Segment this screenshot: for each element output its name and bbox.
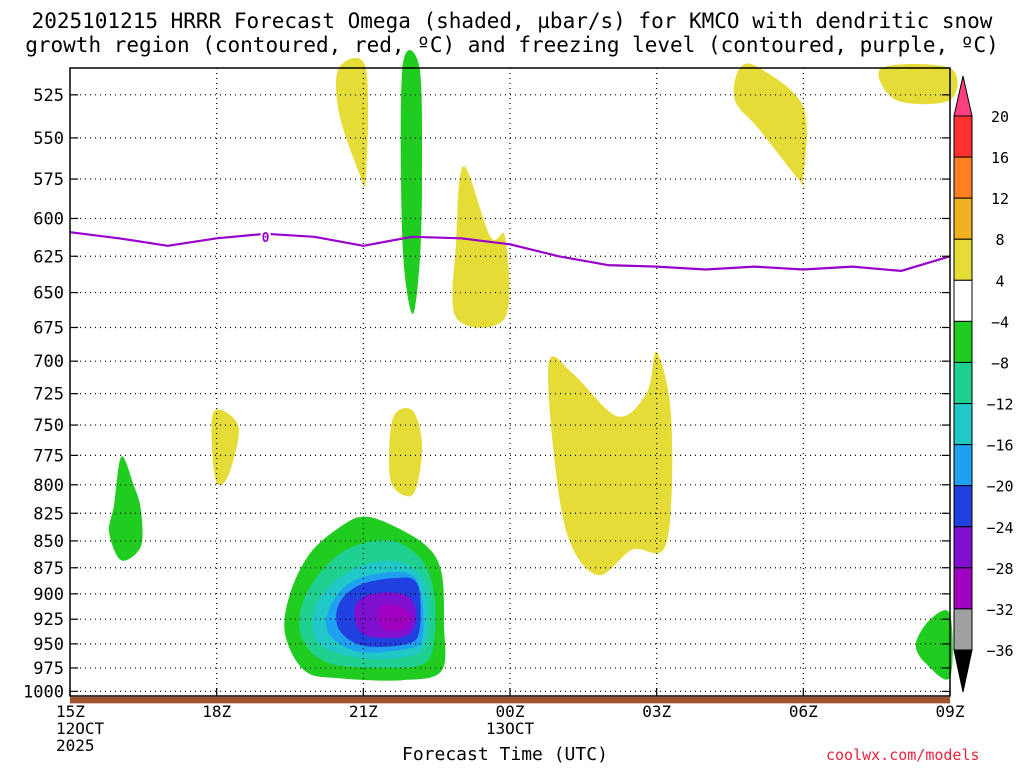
colorbar-label-6: −8 [991,354,1009,372]
y-tick-label-650: 650 [33,284,64,304]
colorbar-label-4: 4 [995,272,1004,290]
x-axis-title: Forecast Time (UTC) [402,744,608,765]
y-tick-label-575: 575 [33,170,64,190]
chart-title-line-1: 2025101215 HRRR Forecast Omega (shaded, … [31,9,993,33]
colorbar-box-10 [953,485,973,528]
y-tick-label-625: 625 [33,247,64,267]
colorbar-label-2: 12 [991,190,1009,208]
x-tick-label-18-0: 09Z [936,702,965,721]
omega-region-16 [377,603,411,632]
x-tick-label-6-0: 21Z [349,702,378,721]
colorbar-box-11 [953,526,973,569]
omega-region-4 [548,351,673,576]
freezing-level-label: 0 [262,231,270,246]
colorbar-label-12: −32 [986,601,1013,619]
surface-bar [70,696,950,704]
colorbar-label-0: 20 [991,108,1009,126]
chart-title-line-2: growth region (contoured, red, ºC) and f… [25,33,999,57]
colorbar-label-10: −24 [986,519,1013,537]
y-tick-label-675: 675 [33,319,64,339]
omega-region-8 [108,456,143,561]
colorbar-box-5 [953,279,973,322]
contour-lines [69,229,951,272]
colorbar-legend: 20 16 12 8 4 −4 −8 −12 −16 −20 −24 −28 −32 −36 [953,75,1014,693]
colorbar-box-2 [953,156,973,199]
x-tick-label-9-0: 00Z [496,702,525,721]
omega-region-5 [211,409,239,486]
y-tick-label-775: 775 [33,446,64,466]
omega-region-1 [878,63,958,105]
omega-region-3 [452,166,510,328]
y-tick-label-550: 550 [33,129,64,149]
omega-fills [70,50,958,704]
colorbar-label-7: −12 [986,396,1013,414]
x-tick-label-3-0: 18Z [202,702,231,721]
x-tick-label-0-1: 12OCT [56,719,105,738]
x-tick-label-12-0: 03Z [642,702,671,721]
freezing-label-bg [260,229,271,243]
omega-region-6 [388,408,423,497]
grid-lines [70,68,950,696]
colorbar-label-1: 16 [991,149,1009,167]
x-tick-label-15-0: 06Z [789,702,818,721]
colorbar-box-12 [953,567,973,610]
colorbar-box-6 [953,320,973,363]
y-tick-label-725: 725 [33,385,64,405]
y-tick-label-800: 800 [33,476,64,496]
omega-region-7 [400,50,423,315]
colorbar-label-13: −36 [986,642,1013,660]
plot-frame [69,67,951,697]
omega-region-2 [733,63,807,187]
colorbar-box-9 [953,444,973,487]
y-tick-label-525: 525 [33,86,64,106]
y-tick-label-925: 925 [33,610,64,630]
colorbar-bottom-arrow [953,649,973,693]
colorbar-label-9: −20 [986,478,1013,496]
y-tick-label-825: 825 [33,504,64,524]
colorbar-box-13 [953,608,973,651]
y-tick-label-600: 600 [33,209,64,229]
colorbar-label-5: −4 [991,313,1009,331]
omega-region-9 [915,610,953,680]
colorbar-label-11: −28 [986,560,1013,578]
colorbar-box-7 [953,361,973,405]
colorbar-box-4 [953,238,973,281]
colorbar-label-3: 8 [995,231,1004,249]
x-tick-label-0-2: 2025 [56,736,95,755]
y-tick-label-750: 750 [33,416,64,436]
colorbar-label-8: −16 [986,437,1013,455]
y-tick-label-975: 975 [33,659,64,679]
colorbar-box-8 [953,403,973,446]
credit-link[interactable]: coolwx.com/models [826,746,980,764]
x-tick-label-0-0: 15Z [56,702,85,721]
freezing-level-line [69,231,951,272]
y-tick-label-700: 700 [33,352,64,372]
y-tick-label-1000: 1000 [23,682,64,702]
y-tick-label-875: 875 [33,559,64,579]
colorbar-box-3 [953,197,973,240]
colorbar-box-1 [953,115,973,158]
y-tick-label-850: 850 [33,532,64,552]
omega-region-0 [335,57,369,188]
x-tick-label-9-1: 13OCT [486,719,535,738]
y-tick-label-950: 950 [33,635,64,655]
y-tick-label-900: 900 [33,585,64,605]
y-axis: 525 550 575 600 625 650 675 700 725 750 775 800 825 8… [23,86,950,702]
